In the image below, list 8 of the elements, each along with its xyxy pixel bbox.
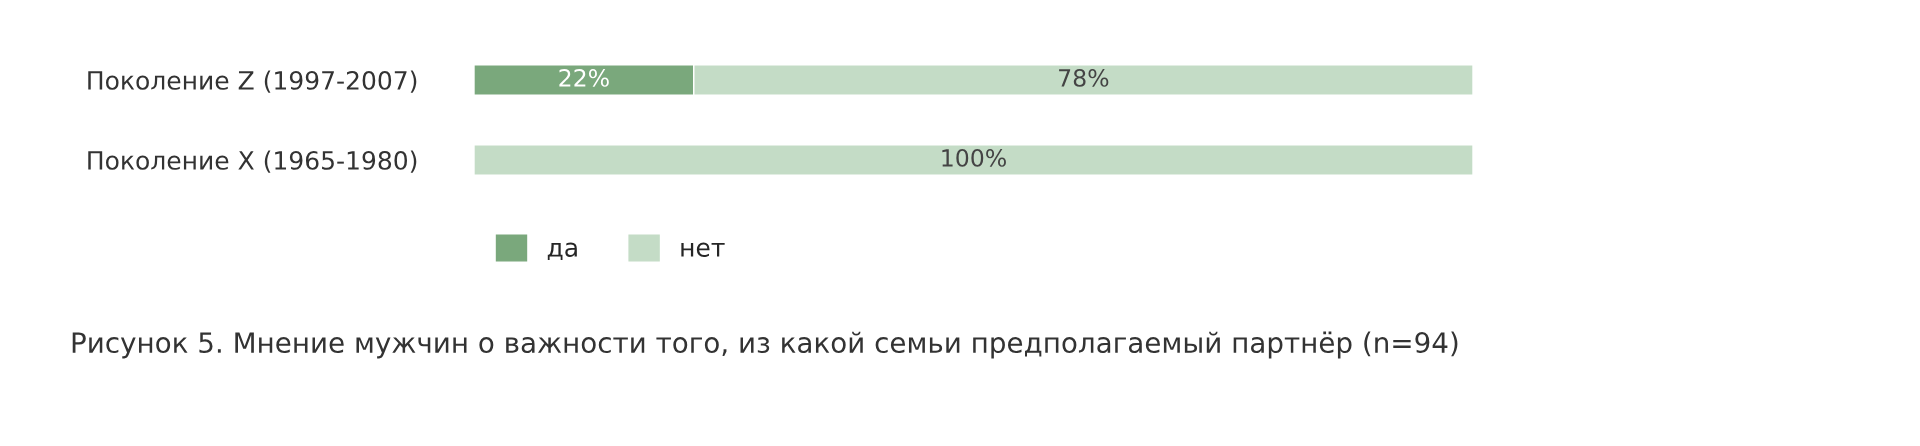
data-label: 100% bbox=[942, 148, 1006, 167]
y-tick-label: Поколение Z (1997-2007) bbox=[88, 70, 417, 93]
legend-label: нет bbox=[681, 242, 725, 257]
data-label: 78% bbox=[1059, 68, 1109, 87]
text: Рисунок 5. Мнение мужчин о важности того, из какой семьи предполагаемый партнёр (n=94) bbox=[72, 331, 1458, 359]
y-tick-label: Поколение X (1965-1980) bbox=[88, 150, 417, 173]
data-label: 22% bbox=[559, 68, 609, 87]
legend-label: да bbox=[547, 242, 577, 260]
